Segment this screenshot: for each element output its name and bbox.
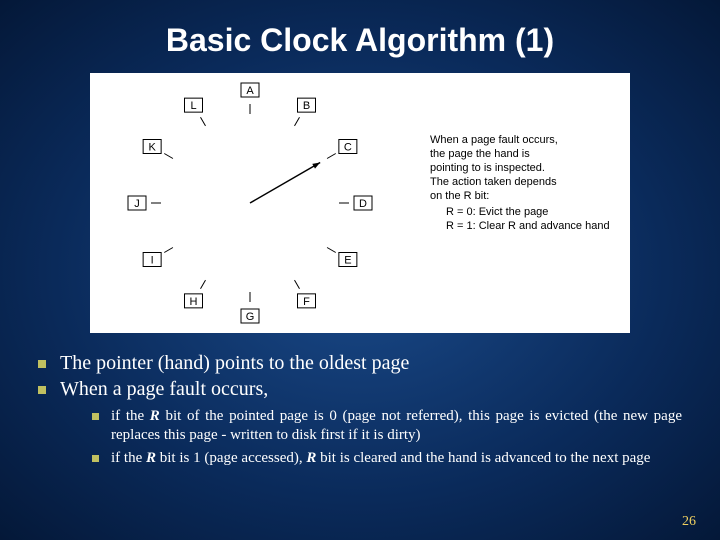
svg-text:When a page fault occurs,: When a page fault occurs, — [430, 134, 558, 146]
svg-text:R = 0: Evict the page: R = 0: Evict the page — [446, 206, 548, 218]
svg-text:on the R bit:: on the R bit: — [430, 190, 489, 202]
bullet-item: The pointer (hand) points to the oldest … — [38, 351, 682, 375]
svg-text:J: J — [134, 198, 140, 210]
bullet-icon — [38, 386, 46, 394]
svg-text:A: A — [246, 85, 254, 97]
sub-bullet-item: if the R bit is 1 (page accessed), R bit… — [92, 449, 682, 468]
svg-text:G: G — [246, 311, 255, 323]
bullet-icon — [38, 360, 46, 368]
svg-text:F: F — [303, 296, 310, 308]
sub-bullet-item: if the R bit of the pointed page is 0 (p… — [92, 407, 682, 445]
bullet-icon — [92, 413, 99, 420]
sub-bullets: if the R bit of the pointed page is 0 (p… — [92, 407, 682, 467]
bullet-text: The pointer (hand) points to the oldest … — [60, 351, 409, 375]
clock-diagram: A B C D E F G H I J K L When a page fault occurs, the… — [90, 73, 630, 333]
svg-text:C: C — [344, 142, 352, 154]
page-number: 26 — [682, 514, 696, 530]
main-bullets: The pointer (hand) points to the oldest … — [38, 351, 682, 401]
svg-text:The action taken depends: The action taken depends — [430, 176, 557, 188]
svg-text:H: H — [190, 296, 198, 308]
sub-bullet-text: if the R bit of the pointed page is 0 (p… — [111, 407, 682, 445]
bullet-icon — [92, 455, 99, 462]
svg-text:R = 1: Clear R and advance han: R = 1: Clear R and advance hand — [446, 220, 610, 232]
svg-text:E: E — [344, 255, 351, 267]
svg-text:pointing to is inspected.: pointing to is inspected. — [430, 162, 545, 174]
svg-text:K: K — [148, 142, 156, 154]
sub-bullet-text: if the R bit is 1 (page accessed), R bit… — [111, 449, 682, 468]
svg-text:B: B — [303, 100, 310, 112]
slide-title: Basic Clock Algorithm (1) — [0, 0, 720, 73]
bullet-item: When a page fault occurs, — [38, 377, 682, 401]
svg-text:the page the hand is: the page the hand is — [430, 148, 530, 160]
svg-text:L: L — [190, 100, 196, 112]
bullet-text: When a page fault occurs, — [60, 377, 268, 401]
svg-text:D: D — [359, 198, 367, 210]
svg-text:I: I — [151, 255, 154, 267]
